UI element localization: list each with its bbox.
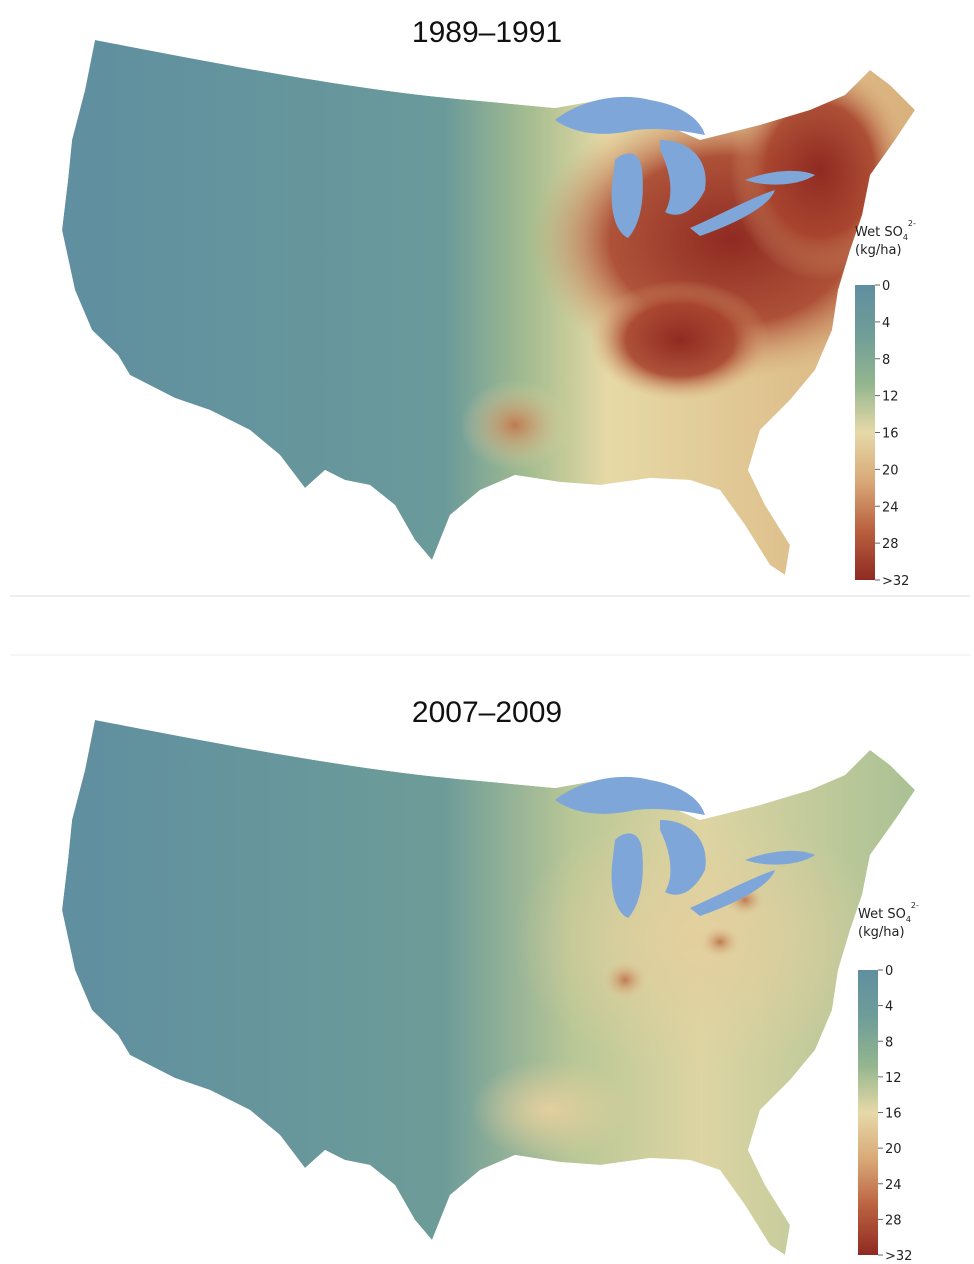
panel-title: 1989–1991 bbox=[412, 16, 562, 49]
legend-label: 4 bbox=[885, 1000, 893, 1015]
legend-label: >32 bbox=[882, 574, 909, 589]
legend-label: 16 bbox=[885, 1107, 902, 1122]
legend-title: Wet SO42- bbox=[858, 901, 919, 924]
legend-title-part: 4 bbox=[903, 233, 908, 242]
colorbar bbox=[855, 285, 875, 580]
legend-label: 8 bbox=[882, 353, 890, 368]
legend-label: 28 bbox=[885, 1213, 902, 1228]
legend-title-part: 2- bbox=[908, 219, 916, 228]
map-2007 bbox=[62, 720, 915, 1255]
legend-label: 24 bbox=[885, 1178, 902, 1193]
legend-title-part: Wet SO bbox=[858, 907, 906, 922]
legend-label: 16 bbox=[882, 427, 899, 442]
legend-label: 20 bbox=[885, 1142, 902, 1157]
legend-label: 12 bbox=[882, 390, 899, 405]
page: 1989–1991Wet SO42-(kg/ha)0481216202428>3… bbox=[0, 0, 974, 1264]
legend-label: 0 bbox=[882, 279, 890, 294]
map-1989 bbox=[62, 40, 930, 575]
legend-label: 28 bbox=[882, 537, 899, 552]
legend-title: Wet SO42- bbox=[855, 219, 916, 242]
legend-label: >32 bbox=[885, 1249, 912, 1264]
legend-label: 4 bbox=[882, 316, 890, 331]
legend-unit: (kg/ha) bbox=[855, 243, 902, 258]
legend-label: 8 bbox=[885, 1035, 893, 1050]
colorbar bbox=[858, 970, 878, 1255]
legend-title-part: Wet SO bbox=[855, 225, 903, 240]
legend-label: 12 bbox=[885, 1071, 902, 1086]
legend-label: 24 bbox=[882, 500, 899, 515]
legend-unit: (kg/ha) bbox=[858, 925, 905, 940]
legend-title-part: 2- bbox=[911, 901, 919, 910]
legend-title-part: 4 bbox=[906, 915, 911, 924]
legend-label: 20 bbox=[882, 463, 899, 478]
legend-label: 0 bbox=[885, 964, 893, 979]
panel-title: 2007–2009 bbox=[412, 696, 562, 729]
